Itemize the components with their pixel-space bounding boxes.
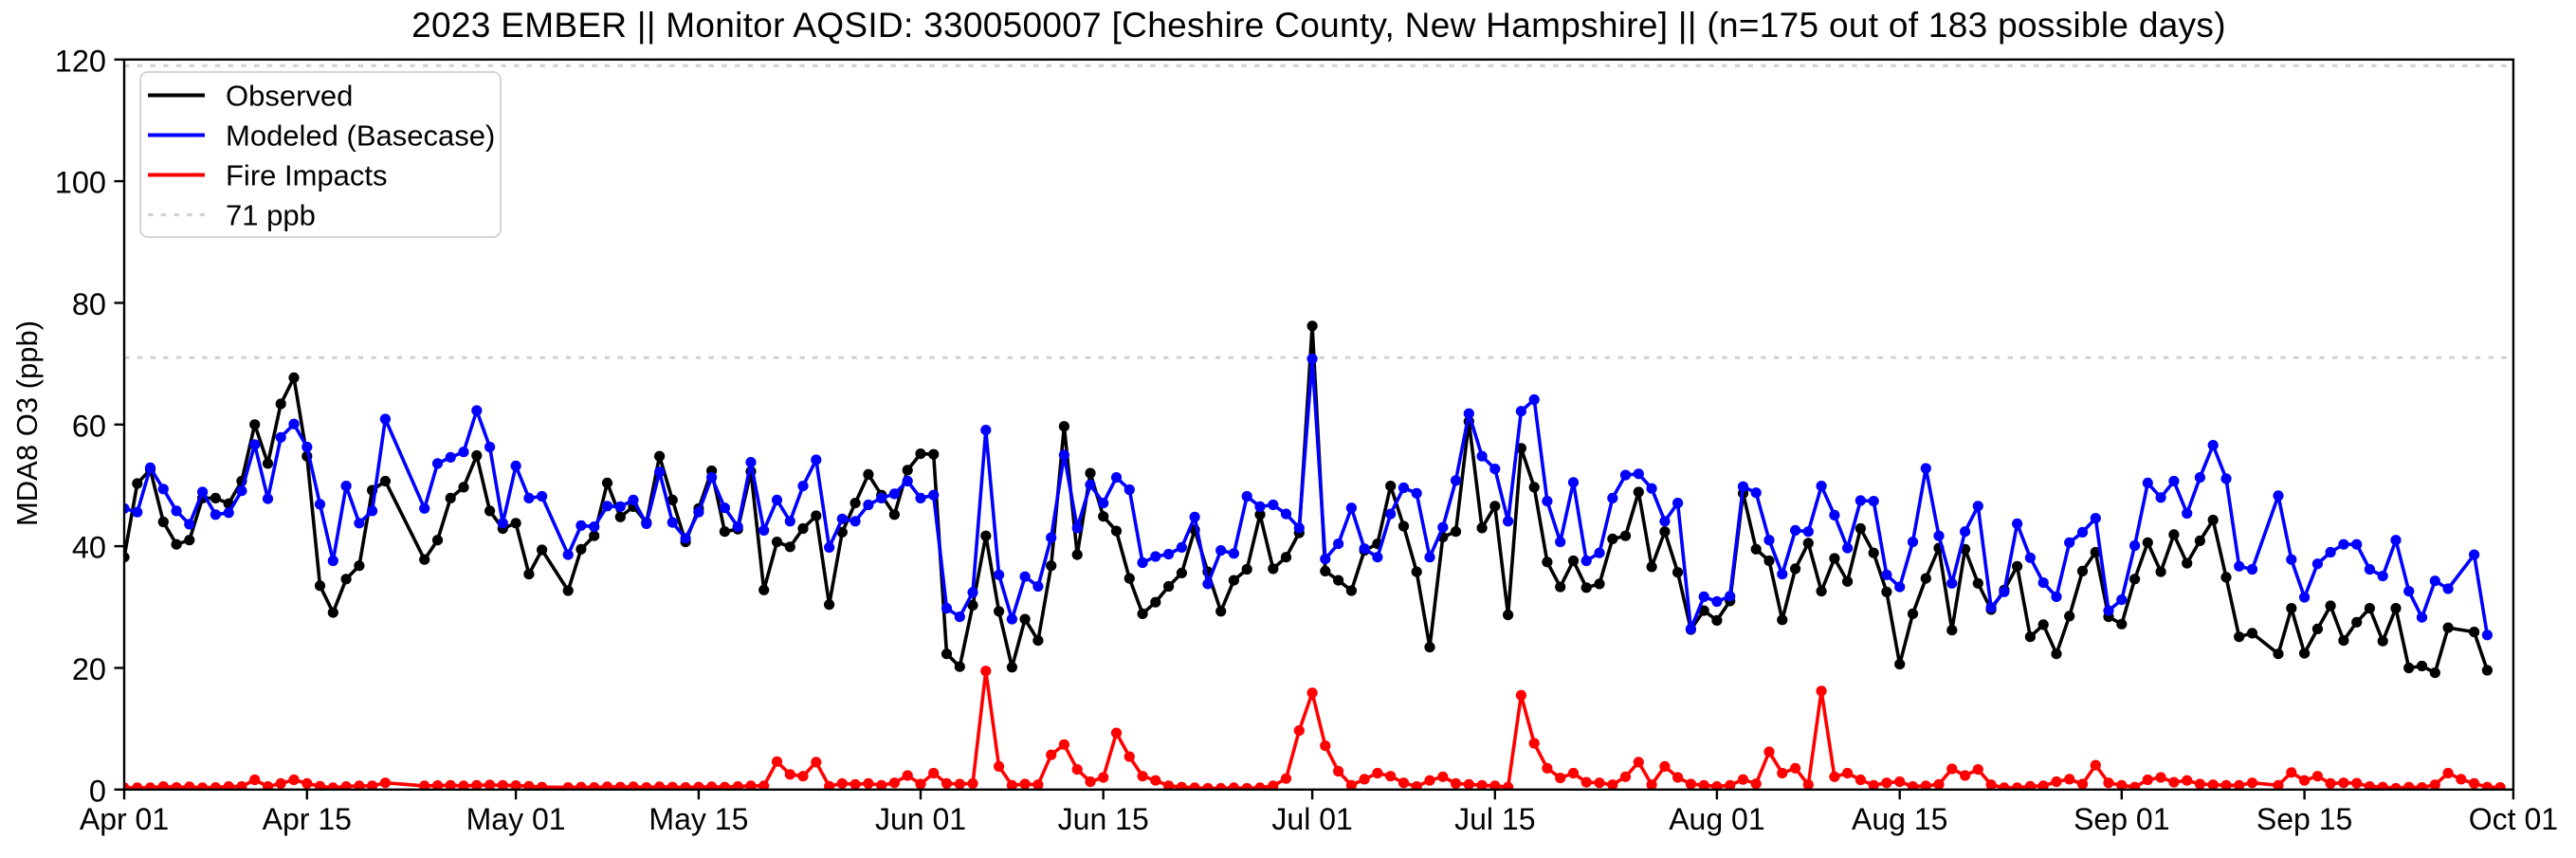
svg-text:Apr 01: Apr 01 [80, 802, 169, 836]
svg-text:Modeled (Basecase): Modeled (Basecase) [226, 119, 495, 153]
svg-text:MDA8 O3 (ppb): MDA8 O3 (ppb) [10, 320, 44, 526]
svg-text:Sep 01: Sep 01 [2074, 802, 2169, 836]
svg-text:Jun 15: Jun 15 [1058, 802, 1149, 836]
svg-text:2023 EMBER || Monitor AQSID: 3: 2023 EMBER || Monitor AQSID: 330050007 [… [411, 6, 2226, 45]
svg-text:20: 20 [72, 652, 106, 686]
svg-text:40: 40 [72, 531, 106, 565]
svg-text:Fire Impacts: Fire Impacts [226, 159, 388, 192]
svg-text:80: 80 [72, 287, 106, 321]
svg-text:Sep 15: Sep 15 [2256, 802, 2352, 836]
svg-text:0: 0 [89, 774, 106, 808]
svg-text:Jun 01: Jun 01 [875, 802, 966, 836]
svg-text:Observed: Observed [226, 80, 353, 113]
svg-text:71 ppb: 71 ppb [226, 199, 316, 232]
svg-text:Aug 01: Aug 01 [1669, 802, 1764, 836]
svg-text:60: 60 [72, 409, 106, 443]
svg-text:Oct 01: Oct 01 [2469, 802, 2558, 836]
svg-text:Aug 15: Aug 15 [1852, 802, 1947, 836]
svg-text:May 15: May 15 [649, 802, 748, 836]
svg-text:Jul 01: Jul 01 [1271, 802, 1352, 836]
svg-text:120: 120 [55, 44, 106, 78]
svg-text:Apr 15: Apr 15 [263, 802, 352, 836]
svg-text:May 01: May 01 [466, 802, 566, 836]
svg-text:Jul 15: Jul 15 [1454, 802, 1535, 836]
svg-text:100: 100 [55, 166, 106, 200]
